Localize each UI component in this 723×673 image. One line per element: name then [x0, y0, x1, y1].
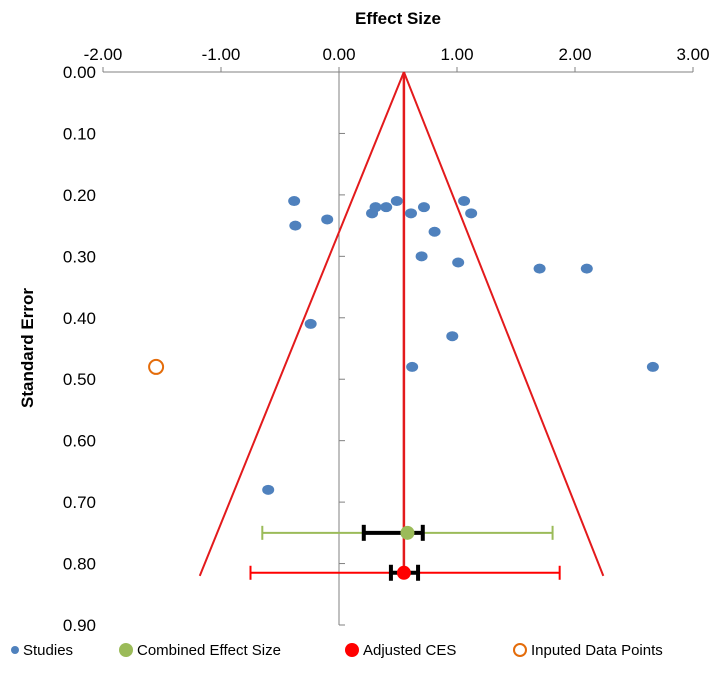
studies-point [321, 214, 334, 225]
studies-point [646, 361, 659, 372]
legend-label: Adjusted CES [363, 642, 456, 659]
y-axis-title: Standard Error [18, 288, 37, 408]
studies-point [380, 202, 393, 213]
studies-point [428, 226, 441, 237]
axes: -2.00 -1.00 0.00 1.00 2.00 3.00 0.00 0.10 0.20 0.… [63, 45, 710, 635]
x-tick-label: 2.00 [558, 45, 591, 64]
adjusted-ces-point [396, 565, 411, 580]
y-tick-label: 0.80 [63, 555, 96, 574]
studies-point [262, 484, 275, 495]
funnel-left-line [198, 71, 405, 577]
y-tick-label: 0.20 [63, 186, 96, 205]
legend-label: Studies [23, 642, 73, 659]
studies-point [304, 318, 317, 329]
legend-marker [345, 643, 359, 657]
studies-point [404, 208, 417, 219]
x-tick-label: -2.00 [84, 45, 123, 64]
legend-marker [513, 643, 527, 657]
legend-label: Inputed Data Points [531, 642, 663, 659]
y-tick-label: 0.30 [63, 247, 96, 266]
legend: Studies Combined Effect Size Adjusted CES I… [11, 642, 663, 659]
studies-point [465, 208, 478, 219]
y-tick-label: 0.90 [63, 616, 96, 635]
studies-point [452, 257, 465, 268]
studies-point [289, 220, 302, 231]
legend-label: Combined Effect Size [137, 642, 281, 659]
x-axis-title: Effect Size [355, 9, 441, 28]
studies-point [406, 361, 419, 372]
studies-point [458, 196, 471, 207]
studies-point [415, 251, 428, 262]
funnel-right-line [402, 71, 605, 577]
legend-marker [119, 643, 133, 657]
data-points [148, 196, 659, 580]
y-tick-label: 0.60 [63, 432, 96, 451]
x-tick-label: -1.00 [202, 45, 241, 64]
studies-point [288, 196, 301, 207]
legend-marker [11, 646, 19, 654]
inputed-data-points-point [148, 358, 165, 375]
x-tick-label: 3.00 [676, 45, 709, 64]
studies-point [446, 331, 459, 342]
y-tick-label: 0.40 [63, 309, 96, 328]
studies-point [580, 263, 593, 274]
y-tick-label: 0.10 [63, 124, 96, 143]
y-tick-label: 0.00 [63, 63, 96, 82]
studies-point [369, 202, 382, 213]
studies-point [533, 263, 546, 274]
y-tick-label: 0.70 [63, 493, 96, 512]
studies-point [417, 202, 430, 213]
funnel-lines [198, 71, 605, 577]
y-tick-label: 0.50 [63, 370, 96, 389]
combined-effect-size-point [400, 525, 415, 540]
x-tick-label: 1.00 [440, 45, 473, 64]
studies-point [390, 196, 403, 207]
x-tick-label: 0.00 [322, 45, 355, 64]
